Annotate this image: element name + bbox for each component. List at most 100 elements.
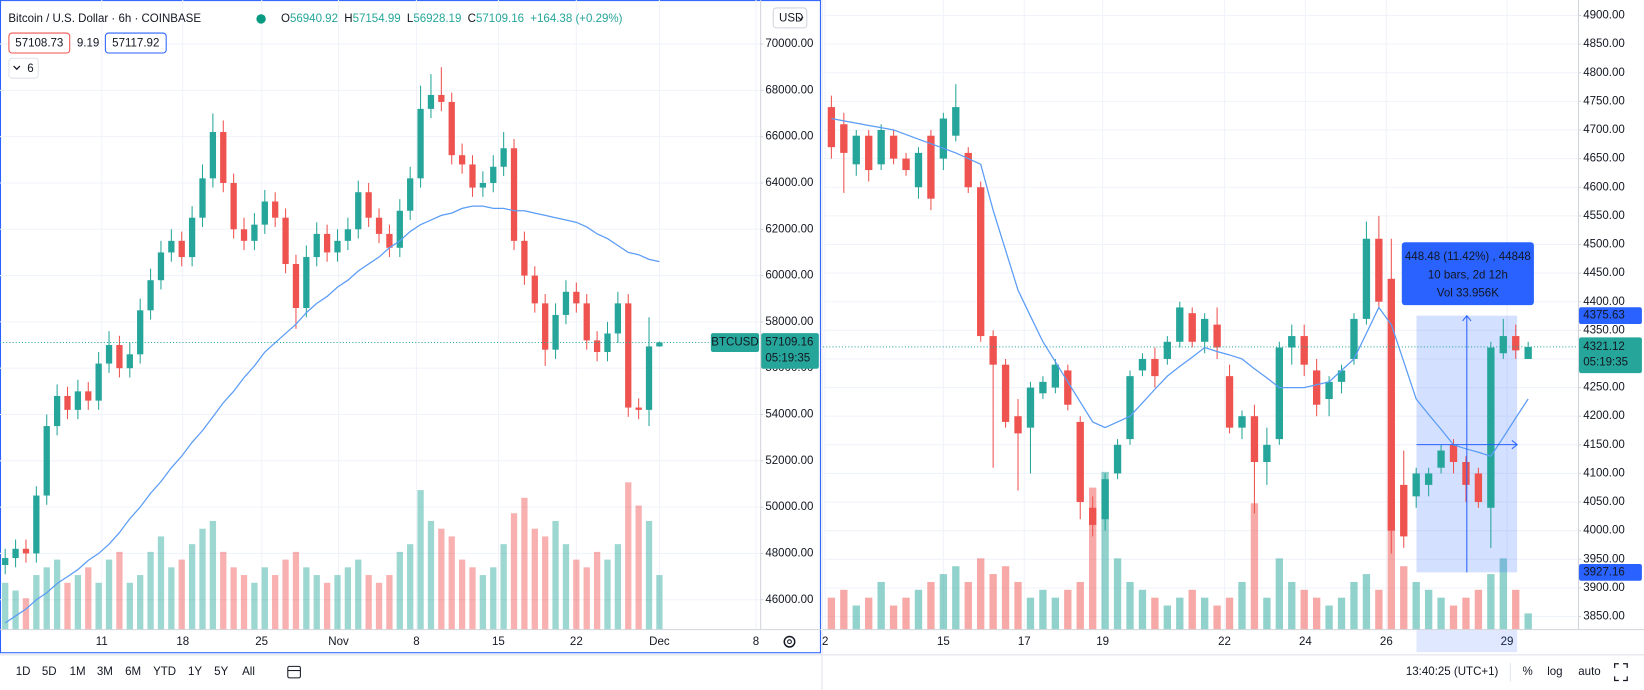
bid-price[interactable]: 57108.73 <box>15 38 63 50</box>
fullscreen-icon[interactable] <box>1614 663 1628 682</box>
y-tick-label: 62000.00 <box>765 223 813 235</box>
volume-bar <box>95 582 102 630</box>
interval-button[interactable]: 1M <box>70 666 86 678</box>
volume-bar <box>552 520 559 630</box>
volume-bar <box>251 582 258 630</box>
volume-bar <box>914 589 923 630</box>
volume-bar <box>656 575 663 630</box>
y-tick-label: 70000.00 <box>765 38 813 50</box>
ask-price[interactable]: 57117.92 <box>112 38 159 50</box>
interval-button[interactable]: 5Y <box>214 666 228 678</box>
interval-button[interactable]: 6M <box>125 666 141 678</box>
volume-bar <box>147 551 154 630</box>
candle-body <box>1101 479 1109 520</box>
volume-bar <box>375 582 383 630</box>
currency[interactable]: USD <box>779 12 803 24</box>
volume-bar <box>303 567 310 630</box>
settings-icon[interactable] <box>783 635 796 648</box>
candle-body <box>105 345 113 364</box>
volume-bar <box>1462 597 1470 630</box>
volume-bar <box>157 536 165 630</box>
chart-pane: 46000.00 48000.00 50000.00 52000.00 54000.00… <box>0 0 819 648</box>
candle-body <box>209 132 217 179</box>
chevron-icon <box>13 65 21 71</box>
bid-box[interactable] <box>8 32 71 54</box>
volume-bar <box>1474 589 1483 630</box>
scale-option[interactable]: log <box>1547 666 1562 678</box>
indicator-count[interactable]: 6 <box>27 63 33 75</box>
x-tick-label: 25 <box>255 636 268 648</box>
measure-tooltip-text: Vol 33.956K <box>1437 288 1499 300</box>
moving-average <box>831 117 1529 457</box>
volume-bar <box>827 597 836 630</box>
volume-bar <box>1151 597 1159 630</box>
x-tick-label: Nov <box>328 636 349 648</box>
measure-arrow-up <box>1462 314 1472 322</box>
candle-body <box>375 217 383 234</box>
volume-bar <box>989 574 997 630</box>
y-tick-label: 4200.00 <box>1583 410 1625 422</box>
volume-bar <box>939 574 948 630</box>
clock[interactable]: 13:40:25 (UTC+1) <box>1406 666 1499 678</box>
x-tick-label: 11 <box>96 636 108 648</box>
candle-body <box>552 314 559 350</box>
volume-bar <box>1138 589 1147 630</box>
volume-bar <box>521 497 528 630</box>
volume-bar <box>865 597 873 630</box>
candle-body <box>1437 450 1445 468</box>
calendar-frame[interactable] <box>287 665 301 679</box>
interval-button[interactable]: All <box>242 666 255 678</box>
spread: 9.19 <box>77 38 99 50</box>
volume-bar <box>427 520 435 630</box>
volume-bar <box>282 559 289 630</box>
gear-ring[interactable] <box>783 635 796 648</box>
interval-button[interactable]: 5D <box>42 666 57 678</box>
volume-bar <box>22 598 30 630</box>
volume-bar <box>1001 566 1010 630</box>
x-tick-label: 19 <box>1096 636 1109 648</box>
currency-select[interactable] <box>772 7 808 29</box>
interval-button[interactable]: 1Y <box>188 666 202 678</box>
volume-bar <box>964 581 972 630</box>
interval-button[interactable]: 1D <box>16 666 31 678</box>
volume-bar <box>438 528 445 630</box>
scale-option[interactable]: % <box>1522 666 1532 678</box>
y-tick-label: 4250.00 <box>1583 382 1625 394</box>
y-tick-label: 46000.00 <box>765 594 813 606</box>
y-tick-label: 52000.00 <box>765 455 813 467</box>
candle-body <box>396 210 403 248</box>
candle-body <box>939 118 948 159</box>
volume-bar <box>396 551 403 630</box>
volume-bar <box>386 575 393 630</box>
candle-body <box>199 178 206 218</box>
candle-body <box>1076 421 1084 503</box>
candle-body <box>458 155 466 165</box>
volume-bar <box>604 559 611 630</box>
date-range-icon[interactable] <box>287 665 301 679</box>
y-tick-label: 4700.00 <box>1583 124 1625 136</box>
candle-body <box>407 178 414 211</box>
candle-body <box>230 182 237 230</box>
ask-box[interactable] <box>104 32 167 54</box>
candle-body <box>1424 473 1433 485</box>
interval-button[interactable]: 3M <box>97 666 113 678</box>
volume-bar <box>448 536 455 630</box>
volume-bar <box>625 482 632 630</box>
candle-body <box>914 152 923 188</box>
market-status-dot[interactable] <box>256 14 266 24</box>
interval-button[interactable]: YTD <box>153 666 176 678</box>
ohlc-label: C <box>468 13 476 25</box>
volume-bar <box>531 528 538 630</box>
y-tick-label: 4400.00 <box>1583 296 1625 308</box>
indicators-toggle[interactable] <box>8 57 39 79</box>
scale-option[interactable]: auto <box>1578 666 1600 678</box>
volume-bar <box>292 551 300 630</box>
volume-bar <box>1176 597 1184 630</box>
ohlc-value: 57109.16 <box>476 13 524 25</box>
candle-body <box>43 426 50 496</box>
candle-body <box>479 182 487 188</box>
y-tick-label: 3900.00 <box>1583 582 1625 594</box>
gear-hub[interactable] <box>787 639 792 645</box>
volume-bar <box>1126 581 1134 630</box>
candle-body <box>964 152 972 188</box>
